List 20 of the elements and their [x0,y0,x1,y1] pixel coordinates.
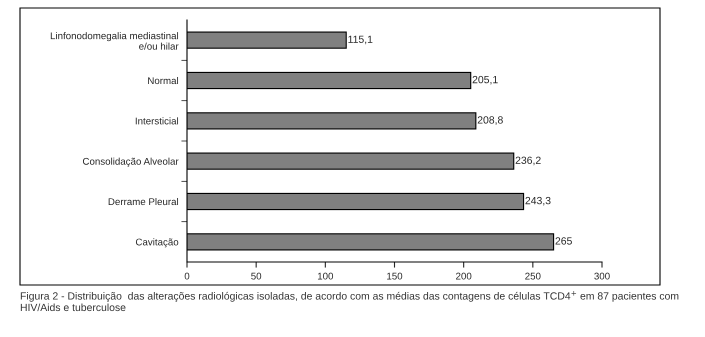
y-tick-label: Cavitação [136,238,178,248]
data-label: 208,8 [478,116,503,125]
x-tick-label: 300 [594,272,610,280]
y-tick-label: Derrame Pleural [108,198,178,206]
x-tick-label: 250 [525,272,541,280]
y-tick-label: Consolidação Alveolar [82,158,179,167]
y-tick-label: Linfonodomegalia mediastinal e/ou hilar [50,32,179,50]
text: Figura 2 - Distribuição das alterações radiológicas isoladas, de acordo com as médias das contagens de células TCD4$^{+}$ em 87 pacientes com HIV/Aids e tuberculose [20,291,678,312]
y-tick-label: Normal [148,76,178,84]
x-tick-label: 50 [251,272,262,280]
data-label: 115,1 [348,36,372,44]
data-label: 205,1 [472,76,498,85]
y-tick-label: Intersticial [136,117,178,124]
data-label: 236,2 [516,156,541,166]
data-label: 243,3 [525,196,551,206]
x-tick-label: 200 [456,272,472,280]
data-label: 265 [555,237,572,245]
x-tick-label: 100 [318,272,334,280]
x-tick-label: 0 [184,272,190,280]
x-tick-label: 150 [387,272,402,280]
